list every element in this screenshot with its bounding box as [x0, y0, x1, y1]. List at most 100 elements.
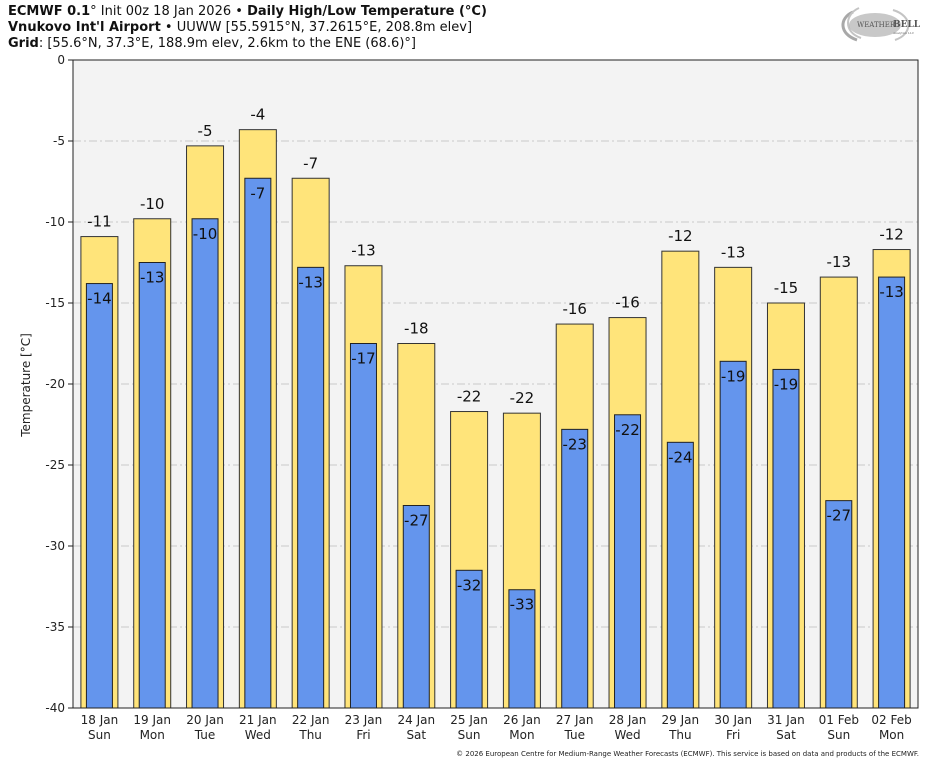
- bar-low: [561, 428, 589, 709]
- x-tick-day: Mon: [509, 728, 534, 742]
- x-tick-day: Fri: [356, 728, 370, 742]
- grid-label: Grid: [8, 36, 39, 51]
- label-low: -32: [457, 576, 482, 594]
- x-tick-day: Tue: [194, 728, 216, 742]
- label-low: -14: [87, 290, 112, 308]
- x-tick-day: Mon: [879, 728, 904, 742]
- grid-coords: : [55.6°N, 37.3°E, 188.9m elev, 2.6km to…: [38, 36, 416, 51]
- x-tick-date: 30 Jan: [714, 713, 752, 727]
- label-high: -22: [510, 389, 535, 407]
- x-tick-date: 18 Jan: [81, 713, 119, 727]
- label-high: -12: [668, 227, 693, 245]
- label-high: -4: [250, 106, 265, 124]
- bar-low: [772, 368, 800, 709]
- y-tick-label: -15: [45, 296, 65, 310]
- x-tick-day: Wed: [614, 728, 640, 742]
- y-tick-label: -5: [53, 134, 65, 148]
- chart-title: Daily High/Low Temperature (°C): [247, 4, 487, 19]
- x-tick-day: Thu: [298, 728, 322, 742]
- init-time: Init 00z 18 Jan 2026 •: [96, 4, 248, 19]
- label-low: -7: [250, 184, 265, 202]
- logo-text-b: BELL: [893, 20, 921, 30]
- x-tick-day: Wed: [245, 728, 271, 742]
- label-low: -13: [879, 283, 904, 301]
- label-high: -16: [562, 300, 587, 318]
- label-low: -17: [351, 350, 376, 368]
- y-axis: 0 -5 -10 -15 -20 -25 -30 -35 -40: [45, 53, 73, 715]
- bar-low: [85, 283, 113, 709]
- bar-low: [878, 276, 906, 709]
- station-coords: • UUWW [55.5915°N, 37.2615°E, 208.8m ele…: [160, 20, 473, 35]
- chart-title-line: ECMWF 0.1° Init 00z 18 Jan 2026 • Daily …: [8, 4, 487, 19]
- y-tick-label: -40: [45, 701, 65, 715]
- x-tick-day: Mon: [140, 728, 165, 742]
- bars: [80, 129, 911, 709]
- x-tick-day: Sat: [776, 728, 796, 742]
- copyright-credit: © 2026 European Centre for Medium-Range …: [456, 750, 919, 758]
- x-tick-date: 26 Jan: [503, 713, 541, 727]
- label-high: -13: [827, 253, 852, 271]
- label-high: -10: [140, 195, 165, 213]
- label-low: -19: [721, 367, 746, 385]
- label-high: -16: [615, 294, 640, 312]
- y-tick-label: -25: [45, 458, 65, 472]
- y-tick-label: -20: [45, 377, 65, 391]
- y-tick-label: -10: [45, 215, 65, 229]
- label-low: -27: [404, 512, 429, 530]
- x-tick-day: Sun: [88, 728, 111, 742]
- label-low: -19: [774, 375, 799, 393]
- bar-low: [508, 589, 536, 709]
- x-tick-date: 25 Jan: [450, 713, 488, 727]
- label-high: -13: [721, 243, 746, 261]
- label-high: -13: [351, 242, 376, 260]
- bar-low: [244, 177, 272, 709]
- label-high: -15: [774, 279, 799, 297]
- y-tick-label: -35: [45, 620, 65, 634]
- x-tick-date: 01 Feb: [819, 713, 859, 727]
- y-tick-label: 0: [57, 53, 65, 67]
- logo-swirl-icon: [841, 7, 910, 42]
- bar-low: [297, 266, 325, 709]
- bar-low: [614, 414, 642, 709]
- model-name: ECMWF 0.1: [8, 4, 91, 19]
- label-high: -7: [303, 154, 318, 172]
- station-line: Vnukovo Int'l Airport • UUWW [55.5915°N,…: [8, 20, 472, 35]
- x-tick-day: Sun: [458, 728, 481, 742]
- model-degree: °: [90, 4, 97, 19]
- data-labels: -11 -14 -10 -13 -5 -10 -4 -7 -7 -13 -13 -17 -18 -27 -2…: [87, 106, 904, 614]
- x-tick-day: Tue: [563, 728, 585, 742]
- label-high: -22: [457, 388, 482, 406]
- x-tick-date: 28 Jan: [609, 713, 647, 727]
- x-tick-date: 31 Jan: [767, 713, 805, 727]
- logo-text-a: WEATHER: [857, 21, 896, 29]
- x-tick-date: 21 Jan: [239, 713, 277, 727]
- x-tick-date: 02 Feb: [871, 713, 911, 727]
- label-low: -13: [140, 269, 165, 287]
- label-low: -27: [827, 507, 852, 525]
- label-low: -13: [298, 273, 323, 291]
- label-low: -22: [615, 421, 640, 439]
- x-tick-date: 19 Jan: [133, 713, 171, 727]
- x-tick-day: Sat: [406, 728, 426, 742]
- x-tick-date: 24 Jan: [397, 713, 435, 727]
- y-axis-label: Temperature [°C]: [19, 333, 33, 438]
- x-tick-day: Sun: [827, 728, 850, 742]
- label-low: -24: [668, 448, 693, 466]
- label-high: -11: [87, 213, 112, 231]
- bar-low: [402, 505, 430, 709]
- label-low: -10: [193, 225, 218, 243]
- bar-low: [666, 441, 694, 709]
- bar-low: [138, 262, 166, 709]
- x-tick-date: 23 Jan: [345, 713, 383, 727]
- weatherbell-logo: WEATHER BELL Analytics LLC: [841, 7, 921, 42]
- y-tick-label: -30: [45, 539, 65, 553]
- label-low: -23: [562, 435, 587, 453]
- logo-sub: Analytics LLC: [892, 31, 915, 35]
- x-tick-date: 29 Jan: [662, 713, 700, 727]
- bar-low: [455, 569, 483, 709]
- bar-low: [719, 360, 747, 709]
- label-low: -33: [510, 596, 535, 614]
- x-tick-date: 27 Jan: [556, 713, 594, 727]
